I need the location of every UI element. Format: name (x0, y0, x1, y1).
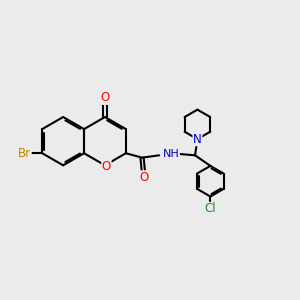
Text: NH: NH (163, 149, 179, 159)
Text: Br: Br (18, 147, 31, 160)
Text: Cl: Cl (205, 202, 216, 215)
Text: O: O (102, 160, 111, 173)
Text: O: O (100, 92, 110, 104)
Text: N: N (193, 133, 202, 146)
Text: O: O (139, 171, 148, 184)
